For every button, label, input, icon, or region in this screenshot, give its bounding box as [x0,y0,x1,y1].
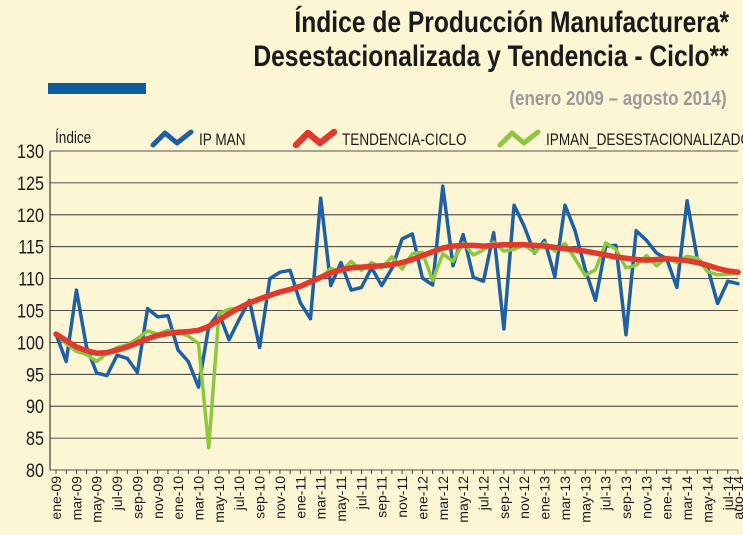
x-tick-label: mar-14 [679,476,695,521]
legend-label: IP MAN [199,131,246,150]
x-tick-label: ene-14 [659,476,675,520]
x-axis: ene-09 mar-09 may-09 jul-09 sep-09 nov-09 ene-… [48,470,743,523]
y-tick-label: 130 [17,141,44,163]
x-tick-label: ene-12 [414,476,430,520]
x-tick-label: mar-12 [435,476,451,521]
accent-bar [48,83,146,94]
legend-label: IPMAN_DESESTACIONALIZADO [546,131,743,150]
legend-swatch [292,128,338,149]
chart-title-line2: Desestacionalizada y Tendencia - Ciclo** [253,40,729,73]
y-tick-label: 125 [17,173,44,195]
series-line-ipman-desestacionalizado [54,240,740,450]
x-tick-label: jul-14 [720,476,736,511]
series-layer [53,184,741,450]
x-tick-label: sep-13 [618,476,634,519]
x-tick-label: nov-10 [272,476,288,519]
y-tick-label: 80 [26,460,44,482]
legend-swatch [150,129,194,148]
legend-item: IP MAN [150,129,246,150]
y-tick-label: 120 [17,205,44,227]
x-tick-label: nov-09 [150,476,166,519]
x-tick-label: nov-12 [516,476,532,519]
x-tick-label: sep-09 [129,476,145,519]
chart-subtitle: (enero 2009 – agosto 2014) [509,88,727,110]
x-tick-label: jul-10 [231,476,247,511]
y-tick-label: 85 [26,428,44,450]
series-line-ip-man [54,184,740,389]
x-tick-label: ene-13 [537,476,553,520]
x-tick-label: mar-13 [557,476,573,521]
x-tick-label: may-10 [211,476,227,523]
x-tick-label: nov-13 [638,476,654,519]
legend-swatch [497,129,541,148]
legend-item: IPMAN_DESESTACIONALIZADO [497,129,743,150]
y-axis: 80 85 90 95 100 105 110 115 120 125 130 Índice [17,129,91,482]
x-tick-label: may-13 [577,476,593,523]
x-tick-label: ene-09 [48,476,64,520]
x-tick-label: jul-13 [598,476,614,511]
x-tick-label: ene-10 [170,476,186,520]
x-tick-label: mar-10 [191,476,207,521]
y-tick-label: 110 [18,268,44,290]
x-tick-label: sep-12 [496,476,512,519]
x-tick-label: may-12 [455,476,471,523]
legend: IP MAN TENDENCIA-CICLO IPMAN_DESESTACIONAL… [150,128,743,150]
legend-label: TENDENCIA-CICLO [342,131,467,150]
x-tick-label: ene-11 [292,476,308,519]
x-tick-label: jul-12 [476,476,492,511]
series-line-tendencia-ciclo [53,242,741,356]
y-tick-label: 115 [18,236,44,258]
x-tick-label: may-14 [699,476,715,523]
x-tick-label: may-09 [89,476,105,523]
y-axis-title: Índice [55,129,91,148]
x-tick-label: jul-09 [109,476,125,511]
x-tick-label: sep-11 [374,476,390,518]
y-tick-label: 90 [26,396,44,418]
x-tick-label: may-11 [333,476,349,522]
x-tick-label: nov-11 [394,476,410,518]
y-tick-label: 100 [17,332,44,354]
x-tick-label: mar-11 [313,476,329,520]
x-tick-label: jul-11 [353,476,369,510]
legend-item: TENDENCIA-CICLO [292,128,467,150]
x-tick-label: sep-10 [252,476,268,519]
x-tick-label: ago-14 [730,476,743,520]
y-tick-label: 105 [17,300,44,322]
grid-lines [50,150,738,471]
y-tick-label: 95 [26,364,44,386]
chart-title: Índice de Producción Manufacturera* [294,6,729,39]
x-tick-label: mar-09 [68,476,84,521]
